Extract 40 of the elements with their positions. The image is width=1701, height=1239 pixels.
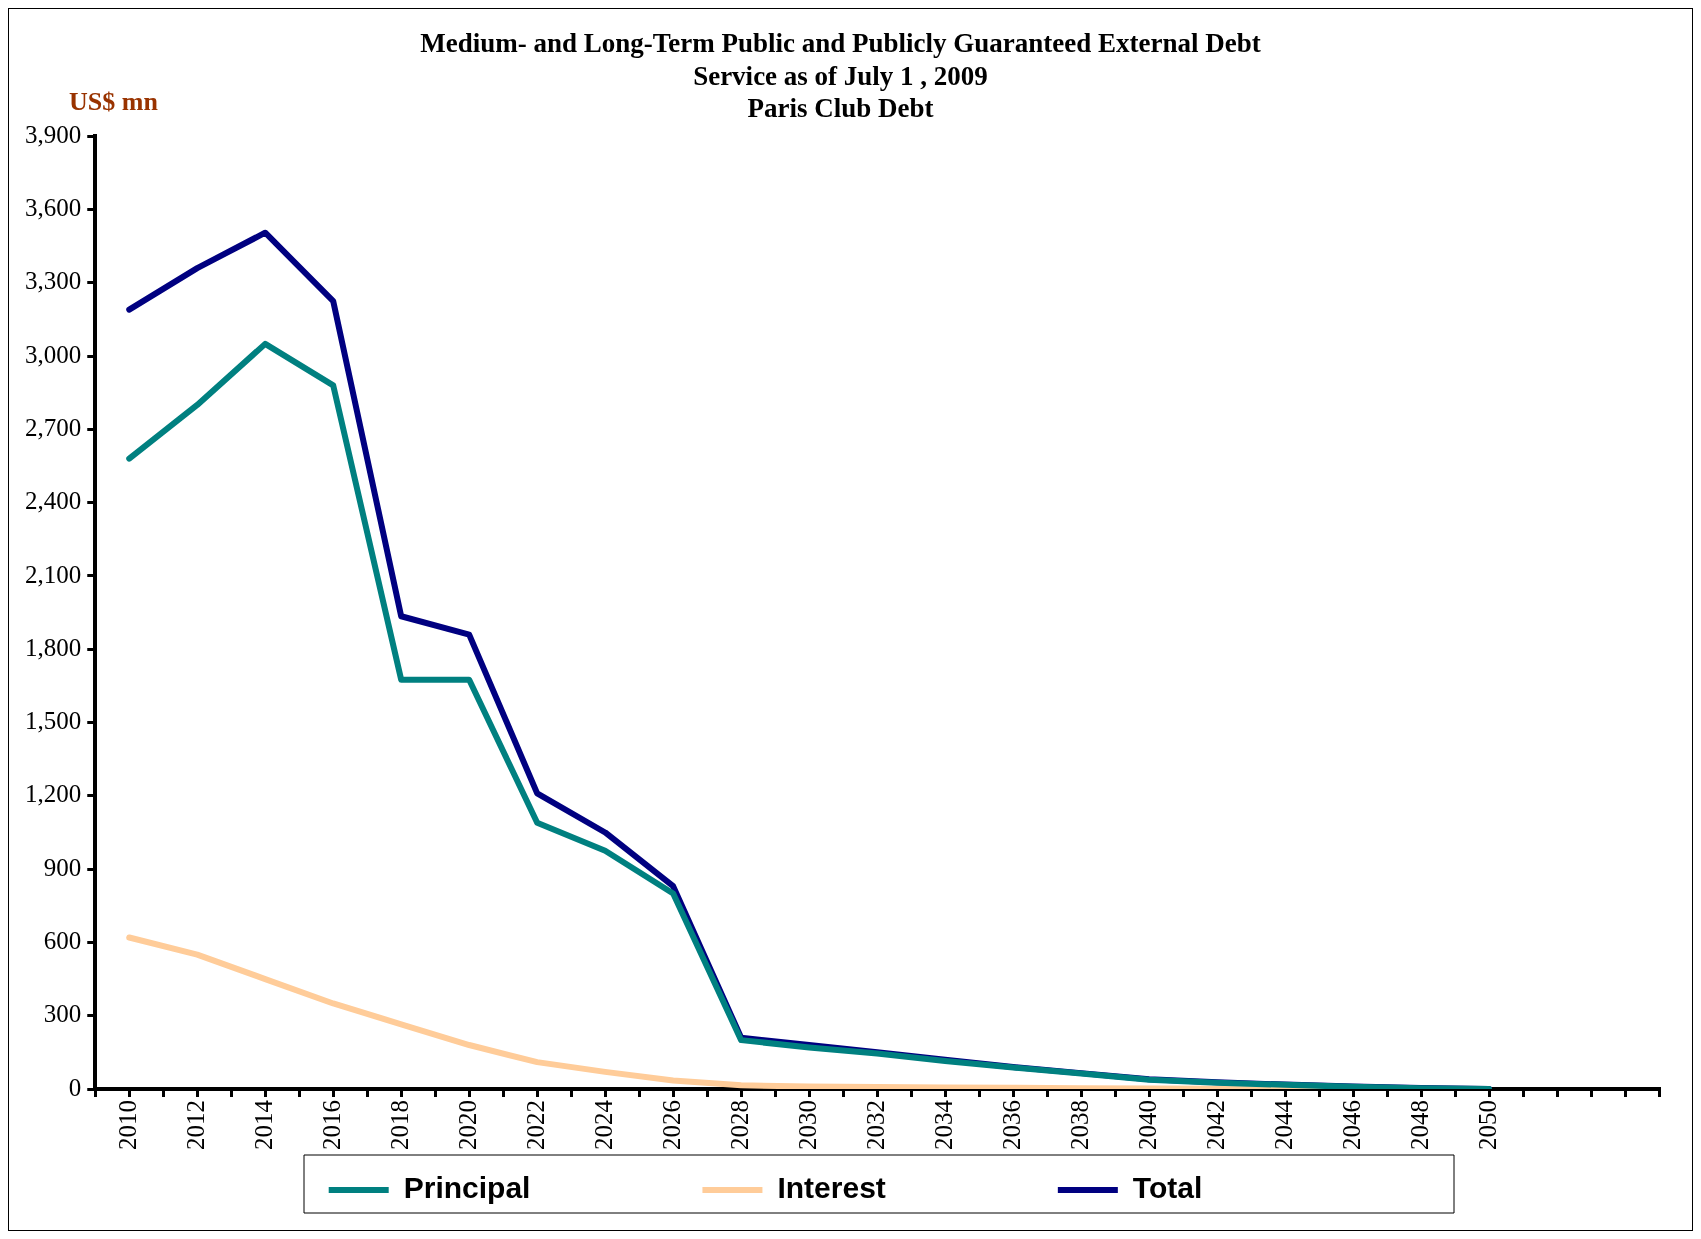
y-tick-label: 3,300 bbox=[25, 267, 82, 295]
y-axis-title: US$ mn bbox=[69, 86, 159, 116]
x-tick-label: 2042 bbox=[1201, 1100, 1229, 1150]
x-tick-label: 2034 bbox=[929, 1099, 957, 1150]
legend-label: Principal bbox=[403, 1171, 681, 1205]
x-tick-label: 2012 bbox=[181, 1100, 209, 1150]
y-tick-label: 1,500 bbox=[25, 707, 82, 735]
y-tick-label: 600 bbox=[43, 926, 82, 954]
y-tick-label: 0 bbox=[68, 1073, 82, 1101]
legend-label: Interest bbox=[777, 1171, 1036, 1205]
y-tick-label: 900 bbox=[43, 853, 82, 881]
y-tick-label: 1,800 bbox=[25, 633, 82, 661]
x-tick-label: 2050 bbox=[1473, 1100, 1501, 1150]
x-tick-label: 2024 bbox=[589, 1099, 617, 1150]
y-tick-label: 3,900 bbox=[25, 120, 82, 148]
x-tick-label: 2038 bbox=[1065, 1100, 1093, 1150]
x-tick-label: 2046 bbox=[1337, 1100, 1365, 1150]
x-tick-label: 2044 bbox=[1269, 1099, 1297, 1150]
y-tick-label: 3,600 bbox=[25, 194, 82, 222]
x-tick-label: 2032 bbox=[861, 1100, 889, 1150]
x-tick-label: 2020 bbox=[453, 1100, 481, 1150]
x-tick-label: 2016 bbox=[317, 1100, 345, 1150]
y-tick-label: 300 bbox=[43, 1000, 82, 1028]
y-tick-label: 2,100 bbox=[25, 560, 82, 588]
legend-label: Total bbox=[1132, 1171, 1353, 1205]
x-tick-label: 2018 bbox=[385, 1100, 413, 1150]
y-tick-label: 2,700 bbox=[25, 413, 82, 441]
x-tick-label: 2022 bbox=[521, 1100, 549, 1150]
chart-title: Medium- and Long-Term Public and Publicly Guaranteed External Debt Service as of July 1 , 2009 Paris Club Debt bbox=[420, 28, 1261, 123]
y-tick-label: 1,200 bbox=[25, 780, 82, 808]
x-tick-label: 2014 bbox=[249, 1099, 277, 1150]
x-tick-label: 2036 bbox=[997, 1100, 1025, 1150]
x-tick-label: 2010 bbox=[113, 1100, 141, 1150]
y-tick-label: 3,000 bbox=[25, 340, 82, 368]
y-tick-label: 2,400 bbox=[25, 487, 82, 515]
x-tick-label: 2040 bbox=[1133, 1100, 1161, 1150]
x-tick-label: 2026 bbox=[657, 1100, 685, 1150]
x-tick-label: 2048 bbox=[1405, 1100, 1433, 1150]
x-tick-label: 2030 bbox=[793, 1100, 821, 1150]
x-tick-label: 2028 bbox=[725, 1100, 753, 1150]
